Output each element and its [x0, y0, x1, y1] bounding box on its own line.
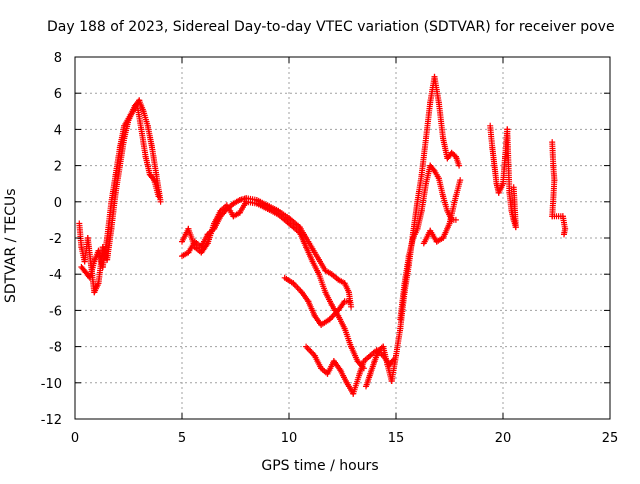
x-axis-label: GPS time / hours	[261, 458, 379, 474]
chart-title: Day 188 of 2023, Sidereal Day-to-day VTE…	[47, 19, 615, 35]
x-tick-label: 5	[178, 431, 186, 446]
y-tick-label: -2	[49, 232, 62, 247]
y-tick-label: -12	[41, 413, 62, 428]
data-point	[157, 198, 164, 205]
y-axis-label: SDTVAR / TECUs	[3, 188, 19, 303]
data-point	[452, 216, 459, 223]
x-tick-label: 20	[495, 431, 512, 446]
series-10	[487, 122, 519, 231]
series-5	[281, 274, 352, 328]
y-tick-label: 2	[54, 160, 62, 175]
data-point	[510, 184, 517, 191]
series-3	[179, 198, 367, 372]
data-point	[456, 162, 463, 169]
data-point	[345, 298, 352, 305]
data-markers	[76, 73, 569, 397]
y-tick-label: -8	[49, 341, 62, 356]
series-11	[549, 139, 569, 238]
y-tick-label: 0	[54, 196, 62, 211]
x-tick-label: 0	[71, 431, 79, 446]
series-4	[179, 195, 355, 310]
data-point	[457, 177, 464, 184]
x-tick-label: 25	[602, 431, 619, 446]
y-tick-label: -4	[49, 268, 62, 283]
data-point	[561, 231, 567, 238]
series-2	[78, 97, 164, 281]
y-tick-label: 6	[54, 87, 62, 102]
y-tick-label: -10	[41, 377, 62, 392]
x-tick-label: 15	[388, 431, 405, 446]
x-tick-label: 10	[281, 431, 298, 446]
y-tick-label: 8	[54, 51, 62, 66]
y-tick-label: -6	[49, 304, 62, 319]
y-tick-label: 4	[54, 123, 62, 138]
data-point	[348, 303, 355, 310]
series-6	[303, 343, 397, 397]
data-point	[430, 166, 437, 173]
series-9	[420, 177, 464, 247]
